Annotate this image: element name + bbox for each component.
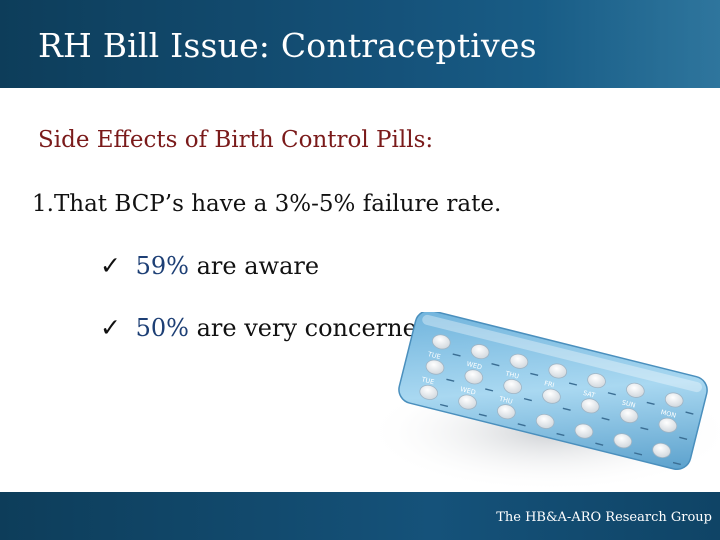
day-label: WED <box>466 360 483 372</box>
bullet-percent: 59% <box>135 252 189 280</box>
pill-dash <box>568 382 578 386</box>
day-label: THU <box>504 369 520 380</box>
pill <box>458 394 477 410</box>
bullet-text: are aware <box>196 252 320 280</box>
pill-dash <box>562 407 571 411</box>
day-label: FRI <box>543 379 555 389</box>
pill <box>509 353 529 369</box>
pill <box>652 442 671 458</box>
pill-dash <box>634 452 643 456</box>
day-label: TUE <box>426 350 441 361</box>
pill <box>419 384 439 400</box>
point-1: 1.That BCP’s have a 3%-5% failure rate. <box>32 191 502 217</box>
pill-grid <box>419 334 694 466</box>
bullet-item-aware: ✓ 59% are aware <box>100 248 319 284</box>
day-label: SUN <box>621 399 636 410</box>
day-label: MON <box>660 408 677 420</box>
pill <box>613 433 633 449</box>
pill <box>587 373 606 389</box>
pill-dash <box>478 413 487 417</box>
pill-dash <box>452 353 461 357</box>
pill <box>574 423 594 439</box>
pill-dash <box>685 411 694 415</box>
pill-dash <box>679 436 688 440</box>
slide-title: RH Bill Issue: Contraceptives <box>38 26 537 65</box>
pill-dash <box>530 372 539 377</box>
pill-dash <box>439 403 449 408</box>
pill-dash <box>446 378 455 382</box>
pill <box>619 407 639 424</box>
check-icon: ✓ <box>100 313 121 342</box>
day-label: THU <box>497 395 513 406</box>
pill-dash <box>485 388 494 392</box>
pill-dash <box>601 417 610 421</box>
footer-credit: The HB&A-ARO Research Group <box>496 510 712 525</box>
check-icon: ✓ <box>100 251 121 280</box>
pill-dash <box>595 442 604 446</box>
section-subtitle: Side Effects of Birth Control Pills: <box>38 127 434 153</box>
pill <box>464 369 484 385</box>
pill <box>425 359 445 375</box>
pill <box>497 404 516 420</box>
pill-dash <box>523 397 532 402</box>
day-label: WED <box>460 385 477 397</box>
pill <box>664 392 684 408</box>
day-labels: TUE WED THU FRI SAT SUN MON TUE WED THU <box>420 350 677 420</box>
pill <box>580 398 600 414</box>
pill-dash <box>517 423 526 427</box>
title-bar: RH Bill Issue: Contraceptives <box>0 0 720 88</box>
birth-control-pill-pack-image: TUE WED THU FRI SAT SUN MON TUE WED THU <box>365 312 720 492</box>
pill <box>470 344 490 360</box>
bullet-text: are very concerned <box>196 314 433 342</box>
bullet-percent: 50% <box>135 314 189 342</box>
pill-dash <box>640 426 649 431</box>
pill <box>535 413 555 429</box>
pill-dash <box>646 401 655 406</box>
pill <box>626 382 645 398</box>
pill-dash <box>556 432 565 437</box>
day-label: SAT <box>582 389 596 400</box>
pill <box>542 388 561 404</box>
bullet-item-concerned: ✓ 50% are very concerned <box>100 310 432 346</box>
pill-dash <box>491 363 500 367</box>
pill-dash <box>607 392 616 396</box>
pill <box>548 363 568 379</box>
day-label: TUE <box>420 375 435 386</box>
pill <box>658 417 678 433</box>
pill <box>503 378 522 395</box>
pill <box>432 334 451 350</box>
footer-bar: The HB&A-ARO Research Group <box>0 492 720 540</box>
pill-dash <box>672 461 681 466</box>
